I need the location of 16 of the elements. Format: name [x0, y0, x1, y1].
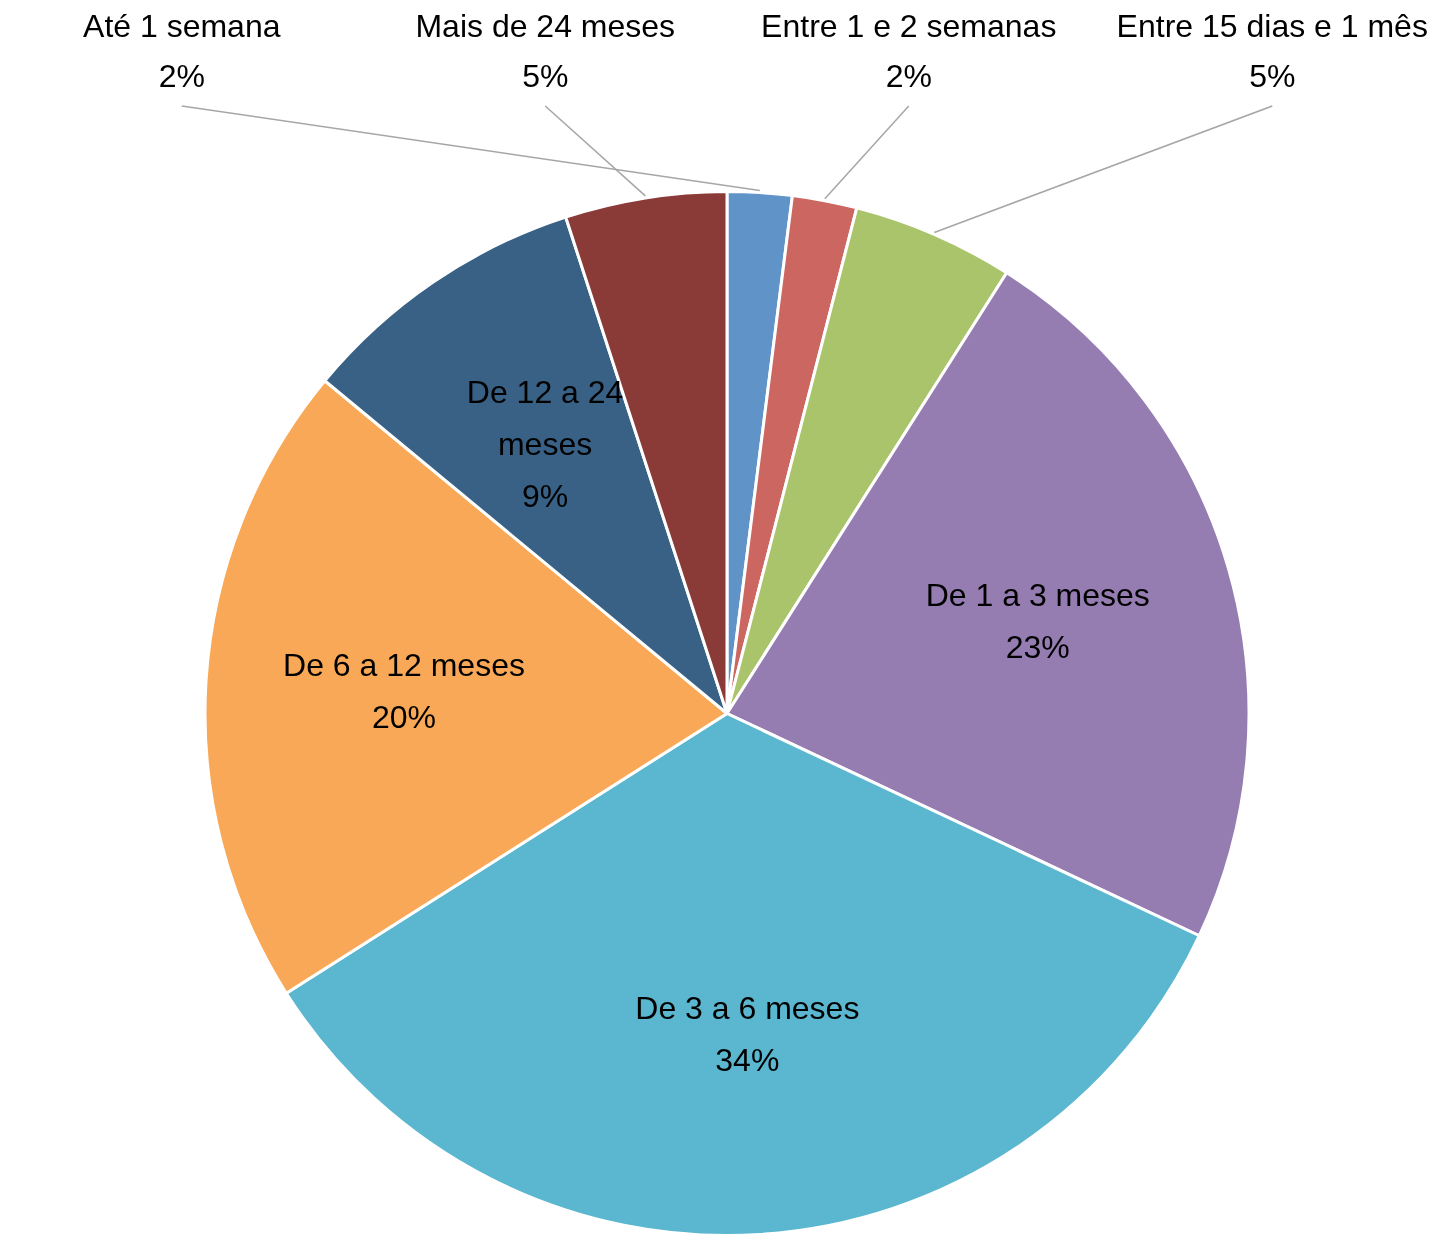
data-label: 2% [158, 57, 205, 94]
data-label: 5% [522, 57, 569, 94]
slice-label: Mais de 24 meses [415, 7, 676, 44]
data-label: 20% [371, 699, 437, 736]
slice-label: De 12 a 24 meses [466, 373, 624, 462]
data-label: 9% [521, 477, 569, 514]
slice-label: Entre 15 dias e 1 mês [1116, 7, 1428, 44]
data-label: 2% [885, 57, 932, 94]
slice-label: Entre 1 e 2 semanas [761, 7, 1057, 44]
slice-label: De 3 a 6 meses [635, 990, 860, 1027]
slice-label: De 1 a 3 meses [925, 577, 1150, 614]
data-label: 34% [715, 1042, 780, 1079]
slice-label: Até 1 semana [83, 7, 281, 44]
slice-label: De 6 a 12 meses [283, 647, 525, 684]
data-label: 23% [1005, 629, 1070, 666]
data-label: 5% [1249, 57, 1296, 94]
